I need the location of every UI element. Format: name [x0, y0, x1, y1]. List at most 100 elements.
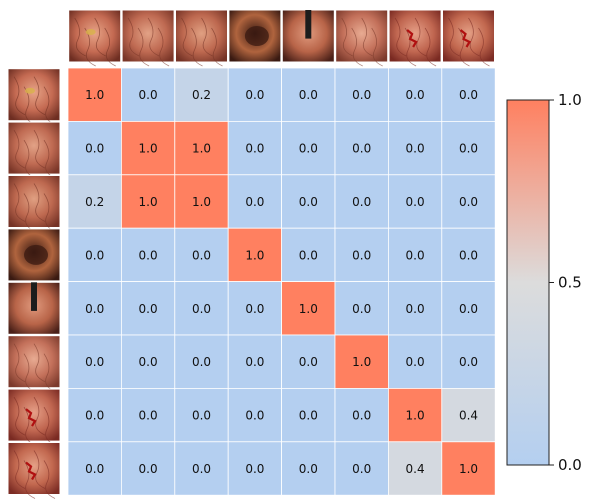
thumbnail-image	[7, 121, 61, 175]
cell-value-r7-c4: 0.0	[245, 409, 264, 423]
cell-value-r8-c6: 0.0	[352, 462, 371, 476]
vessel-mark	[201, 17, 213, 57]
cell-value-r2-c5: 0.0	[299, 142, 318, 156]
heatmap-cell-r8-c6	[334, 441, 389, 496]
cell-value-r5-c4: 0.0	[245, 302, 264, 316]
cell-value-r4-c1: 0.0	[85, 248, 104, 262]
vessel-mark	[127, 17, 140, 57]
heatmap-cell-r1-c4	[227, 67, 282, 122]
colorbar-gradient	[506, 99, 550, 466]
colorbar-tick-label: 1.0	[558, 91, 582, 109]
cell-value-r7-c8: 0.4	[459, 409, 478, 423]
heatmap-cell-r4-c7	[387, 227, 443, 282]
cell-value-r8-c4: 0.0	[245, 462, 264, 476]
cell-value-r3-c3: 1.0	[192, 195, 211, 209]
vessel-mark	[33, 183, 46, 222]
heatmap-cell-r4-c2	[121, 227, 176, 282]
heatmap-cell-r4-c5	[281, 227, 336, 282]
heatmap-cell-r1-c7	[387, 67, 443, 122]
cell-value-r7-c3: 0.0	[192, 409, 211, 423]
heatmap-cell-r7-c8	[441, 387, 496, 443]
row-thumbnail-2	[7, 121, 61, 179]
heatmap-cell-r1-c5	[281, 67, 336, 122]
cell-value-r1-c2: 0.0	[139, 88, 158, 102]
vessel-mark	[23, 406, 36, 446]
vessel-mark	[43, 406, 56, 446]
cell-value-r6-c3: 0.0	[192, 355, 211, 369]
vessel-mark	[181, 17, 193, 57]
bleed-mark	[406, 29, 418, 48]
cell-value-r4-c7: 0.0	[406, 248, 425, 262]
vessel-mark	[43, 353, 56, 393]
row-thumbnail-5	[7, 281, 61, 335]
cell-value-r1-c4: 0.0	[245, 88, 264, 102]
heatmap-cell-r8-c3	[174, 441, 229, 496]
cell-value-r2-c1: 0.0	[85, 142, 104, 156]
vessel-mark	[371, 27, 383, 67]
cell-value-r3-c6: 0.0	[352, 195, 371, 209]
vessel-mark	[191, 27, 203, 67]
vessel-mark	[414, 17, 427, 57]
cell-value-r1-c1: 1.0	[85, 88, 104, 102]
cell-value-r5-c8: 0.0	[459, 302, 478, 316]
vessel-mark	[74, 17, 86, 57]
cell-value-r7-c7: 1.0	[406, 409, 425, 423]
cell-value-r1-c5: 0.0	[299, 88, 318, 102]
vessel-mark	[13, 343, 26, 383]
vessel-mark	[33, 396, 46, 436]
heatmap-cell-r6-c3	[174, 334, 229, 389]
vessel-mark	[13, 76, 26, 116]
cell-value-r1-c6: 0.0	[352, 88, 371, 102]
heatmap-cell-r4-c3	[174, 227, 229, 282]
colorbar: 0.0 0.5 1.0	[506, 91, 582, 474]
vessel-mark	[23, 139, 36, 179]
cell-value-r5-c6: 0.0	[352, 302, 371, 316]
cell-value-r6-c6: 1.0	[352, 355, 371, 369]
heatmap-cell-r8-c5	[281, 441, 336, 496]
heatmap-cell-r5-c8	[441, 281, 496, 336]
heatmap-cell-r1-c6	[334, 67, 389, 122]
heatmap-cell-r5-c7	[387, 281, 443, 336]
column-thumbnail-6	[335, 9, 389, 67]
cell-value-r5-c3: 0.0	[192, 302, 211, 316]
heatmap-cell-r3-c6	[334, 174, 389, 229]
cell-value-r1-c8: 0.0	[459, 88, 478, 102]
vessel-mark	[458, 27, 470, 67]
vessel-mark	[157, 27, 170, 67]
row-thumbnail-6	[7, 335, 61, 393]
thumbnail-image	[388, 9, 442, 63]
column-thumbnail-7	[388, 9, 442, 67]
row-thumbnail-7	[7, 388, 61, 446]
bleed-mark	[459, 29, 472, 48]
column-thumbnail-8	[442, 9, 495, 67]
heatmap-cell-r7-c4	[227, 387, 282, 443]
column-thumbnail-2	[121, 9, 175, 67]
vessel-mark	[43, 86, 56, 126]
lesion-mark	[25, 87, 35, 94]
cell-value-r4-c4: 1.0	[245, 248, 264, 262]
vessel-mark	[404, 27, 417, 67]
thumbnail-image	[7, 68, 61, 122]
cell-value-r2-c3: 1.0	[192, 142, 211, 156]
heatmap-cell-r8-c1	[67, 441, 122, 496]
thumbnail-image	[7, 442, 61, 495]
vessel-mark	[104, 27, 116, 67]
vessel-mark	[394, 17, 407, 57]
cell-value-r3-c8: 0.0	[459, 195, 478, 209]
vessel-mark	[94, 17, 106, 57]
cell-value-r2-c4: 0.0	[245, 142, 264, 156]
vessel-mark	[341, 17, 353, 57]
cell-value-r5-c7: 0.0	[406, 302, 425, 316]
vessel-mark	[84, 27, 96, 67]
row-thumbnail-strip	[7, 68, 61, 499]
heatmap-cell-r6-c5	[281, 334, 336, 389]
cell-value-r4-c5: 0.0	[299, 248, 318, 262]
heatmap-cell-r8-c7	[387, 441, 443, 496]
cell-value-r8-c2: 0.0	[139, 462, 158, 476]
vessel-mark	[23, 460, 36, 499]
thumbnail-image	[68, 9, 122, 63]
thumbnail-image	[121, 9, 175, 63]
cell-value-r1-c3: 0.2	[192, 88, 211, 102]
column-thumbnail-5	[281, 9, 335, 63]
cell-value-r5-c2: 0.0	[139, 302, 158, 316]
